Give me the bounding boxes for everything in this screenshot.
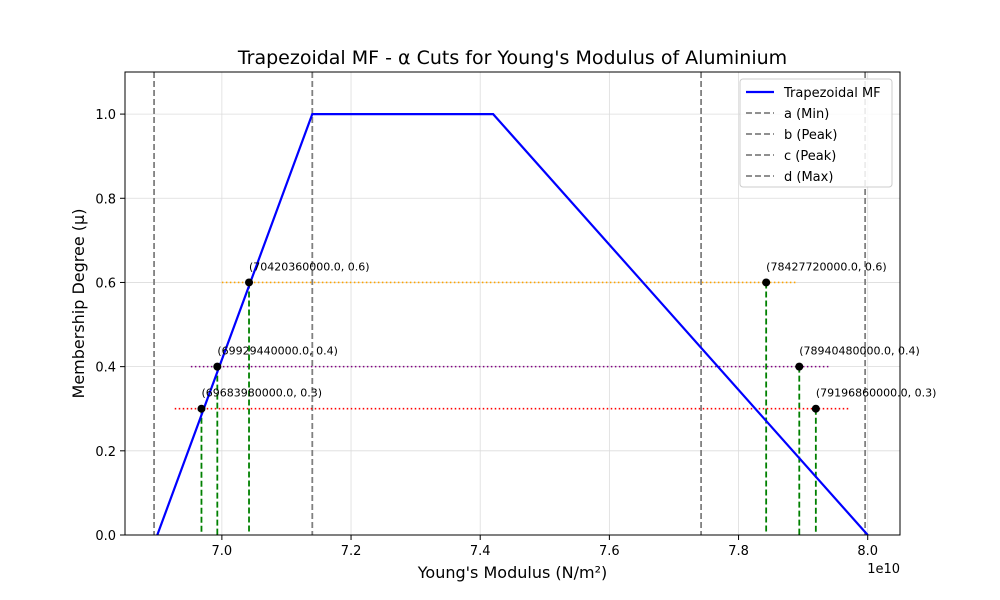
axes-frame	[124, 71, 901, 536]
alpha-cut-label: (78940480000.0, 0.4)	[799, 345, 920, 358]
alpha-cut-label: (79196860000.0, 0.3)	[816, 387, 937, 400]
alpha-cut-point	[197, 404, 206, 413]
legend-entry-label: b (Peak)	[784, 128, 837, 143]
legend-box	[739, 78, 893, 188]
chart-title: Trapezoidal MF - α Cuts for Young's Modu…	[237, 47, 787, 69]
alpha-cut-point	[811, 404, 820, 413]
alpha-cut-point	[213, 362, 222, 371]
alpha-cut-point	[245, 278, 254, 287]
alpha-cut-label: (70420360000.0, 0.6)	[249, 260, 370, 273]
legend-entry-label: a (Min)	[784, 107, 829, 122]
y-tick-label: 0.2	[95, 445, 116, 460]
alpha-cut-point	[762, 278, 771, 287]
y-tick-label: 0.8	[95, 192, 116, 207]
y-tick-label: 0.4	[95, 361, 116, 376]
legend-entry-label: d (Max)	[784, 170, 833, 185]
x-tick-label: 7.8	[728, 544, 749, 559]
x-offset-label: 1e10	[867, 562, 900, 577]
legend-entry-label: c (Peak)	[784, 149, 836, 164]
x-tick-label: 7.4	[470, 544, 491, 559]
x-tick-label: 7.6	[599, 544, 620, 559]
x-tick-label: 7.2	[341, 544, 362, 559]
y-tick-label: 0.0	[95, 529, 116, 544]
alpha-cut-label: (69683980000.0, 0.3)	[201, 387, 322, 400]
legend: Trapezoidal MF a (Min) b (Peak) c (Peak) d (…	[739, 78, 893, 188]
y-axis-label: Membership Degree (μ)	[69, 209, 88, 399]
y-tick-label: 1.0	[95, 108, 116, 123]
x-tick-label: 8.0	[857, 544, 878, 559]
mf-line	[156, 112, 869, 535]
y-tick-label: 0.6	[95, 276, 116, 291]
x-tick-label: 7.0	[212, 544, 233, 559]
alpha-cut-point	[795, 362, 804, 371]
alpha-cut-label: (69929440000.0, 0.4)	[217, 345, 338, 358]
alpha-cut-label: (78427720000.0, 0.6)	[766, 260, 887, 273]
x-axis-label: Young's Modulus (N/m²)	[417, 563, 607, 582]
legend-entry-label: Trapezoidal MF	[783, 86, 881, 101]
